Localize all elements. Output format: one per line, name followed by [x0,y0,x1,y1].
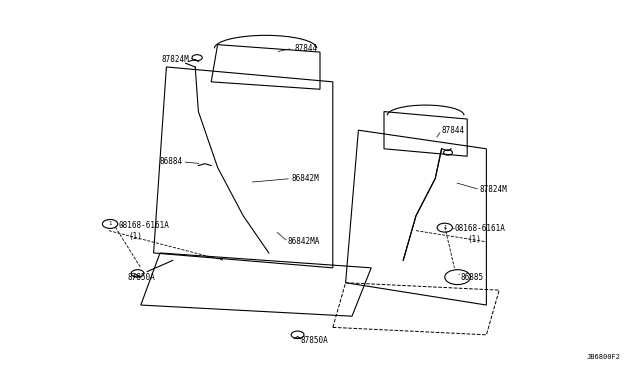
Text: 87844: 87844 [294,44,317,53]
Text: 86842MA: 86842MA [288,237,321,246]
Text: 1: 1 [443,225,447,230]
Text: 87850A: 87850A [128,273,156,282]
Text: 86884: 86884 [159,157,182,166]
Text: (1): (1) [467,235,481,244]
Text: 87824M: 87824M [161,55,189,64]
Text: (1): (1) [128,232,142,241]
Text: 08168-6161A: 08168-6161A [454,224,505,233]
Text: 86842M: 86842M [291,174,319,183]
Text: 08168-6161A: 08168-6161A [118,221,169,230]
Text: 87844: 87844 [442,126,465,135]
Text: 87824M: 87824M [480,185,508,194]
Text: 86885: 86885 [461,273,484,282]
Text: 87850A: 87850A [301,336,328,345]
Text: 1: 1 [108,221,112,227]
Text: JB6800F2: JB6800F2 [587,354,621,360]
